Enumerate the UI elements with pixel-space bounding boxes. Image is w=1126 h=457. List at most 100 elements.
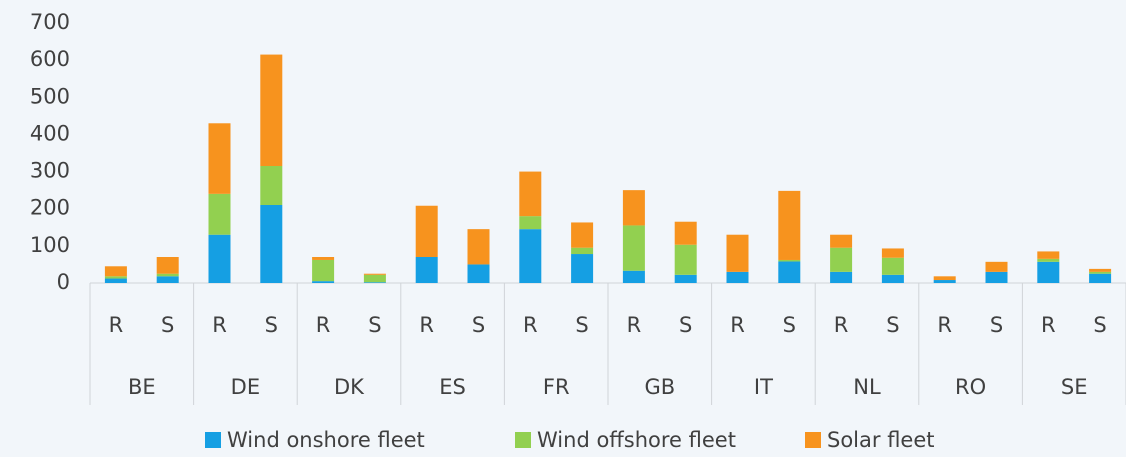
x-tick-label: R [1041,313,1056,337]
legend-label: Wind onshore fleet [227,428,425,452]
bar-segment [156,273,179,277]
x-tick-label: R [730,313,745,337]
y-tick-label: 200 [30,196,70,220]
bar-segment [726,234,749,272]
group-label: ES [439,375,466,399]
bar-segment [726,271,749,283]
legend-swatch [805,432,821,448]
bar-segment [1089,271,1112,274]
group-label: NL [853,375,881,399]
bar-segment [208,234,231,283]
group-label: FR [543,375,570,399]
legend-swatch [205,432,221,448]
bar-segment [208,193,231,235]
x-tick-label: R [627,313,642,337]
bar-segment [363,274,386,283]
x-tick-label: R [316,313,331,337]
x-tick-label: S [1093,313,1106,337]
x-tick-label: S [679,313,692,337]
x-tick-label: R [523,313,538,337]
group-label: GB [644,375,675,399]
bar-segment [674,221,697,245]
y-tick-label: 700 [30,10,70,34]
x-tick-label: S [161,313,174,337]
x-tick-label: S [265,313,278,337]
y-tick-label: 600 [30,47,70,71]
x-tick-label: S [783,313,796,337]
bar-segment [1089,268,1112,272]
bar-segment [674,274,697,283]
bar-segment [208,123,231,194]
x-tick-label: R [212,313,227,337]
bar-segment [467,264,490,283]
group-label: IT [754,375,773,399]
bar-segment [1037,251,1060,259]
bar-segment [104,278,127,283]
x-tick-label: R [937,313,952,337]
bar-segment [881,257,904,275]
x-tick-label: R [834,313,849,337]
x-tick-label: S [575,313,588,337]
bar-segment [519,216,542,230]
y-tick-label: 0 [57,270,70,294]
bar-segment [415,257,438,283]
bar-segment [260,54,283,167]
bar-segment [467,229,490,265]
group-label: BE [128,375,156,399]
bar-segment [830,271,853,283]
bar-segment [571,247,594,255]
bar-segment [622,225,645,271]
y-tick-label: 500 [30,84,70,108]
group-label: DK [334,375,365,399]
x-tick-label: S [368,313,381,337]
bar-segment [363,273,386,275]
bar-segment [778,261,801,283]
bar-segment [312,257,335,260]
x-tick-label: S [472,313,485,337]
x-tick-label: R [419,313,434,337]
bar-segment [260,166,283,205]
bar-segment [156,257,179,274]
bar-segment [985,271,1008,283]
legend-label: Solar fleet [827,428,935,452]
bar-segment [519,229,542,283]
group-label: SE [1061,375,1088,399]
bar-segment [312,281,335,283]
bar-segment [571,254,594,283]
bar-segment [881,274,904,283]
bar-segment [778,190,801,260]
y-tick-label: 400 [30,121,70,145]
bar-segment [312,259,335,282]
bar-segment [519,171,542,217]
bar-segment [156,276,179,283]
x-tick-label: S [990,313,1003,337]
bar-segment [622,190,645,226]
bar-segment [830,247,853,272]
bar-segment [985,261,1008,272]
bar-segment [933,280,956,283]
bar-segment [1037,261,1060,283]
bar-segment [104,266,127,277]
bar-segment [778,259,801,262]
bar-segment [622,270,645,283]
bar-segment [1089,273,1112,283]
bar-segment [830,234,853,248]
x-tick-label: S [886,313,899,337]
x-tick-label: R [109,313,124,337]
y-tick-label: 100 [30,233,70,257]
y-tick-label: 300 [30,159,70,183]
bar-segment [104,276,127,279]
bar-segment [571,222,594,248]
bar-segment [260,205,283,283]
legend-label: Wind offshore fleet [537,428,736,452]
bar-segment [881,248,904,258]
group-label: RO [955,375,986,399]
bar-segment [1037,258,1060,262]
legend-swatch [515,432,531,448]
bar-segment [674,244,697,275]
bar-segment [363,282,386,283]
bar-segment [933,276,956,281]
bar-segment [415,205,438,257]
group-label: DE [231,375,260,399]
